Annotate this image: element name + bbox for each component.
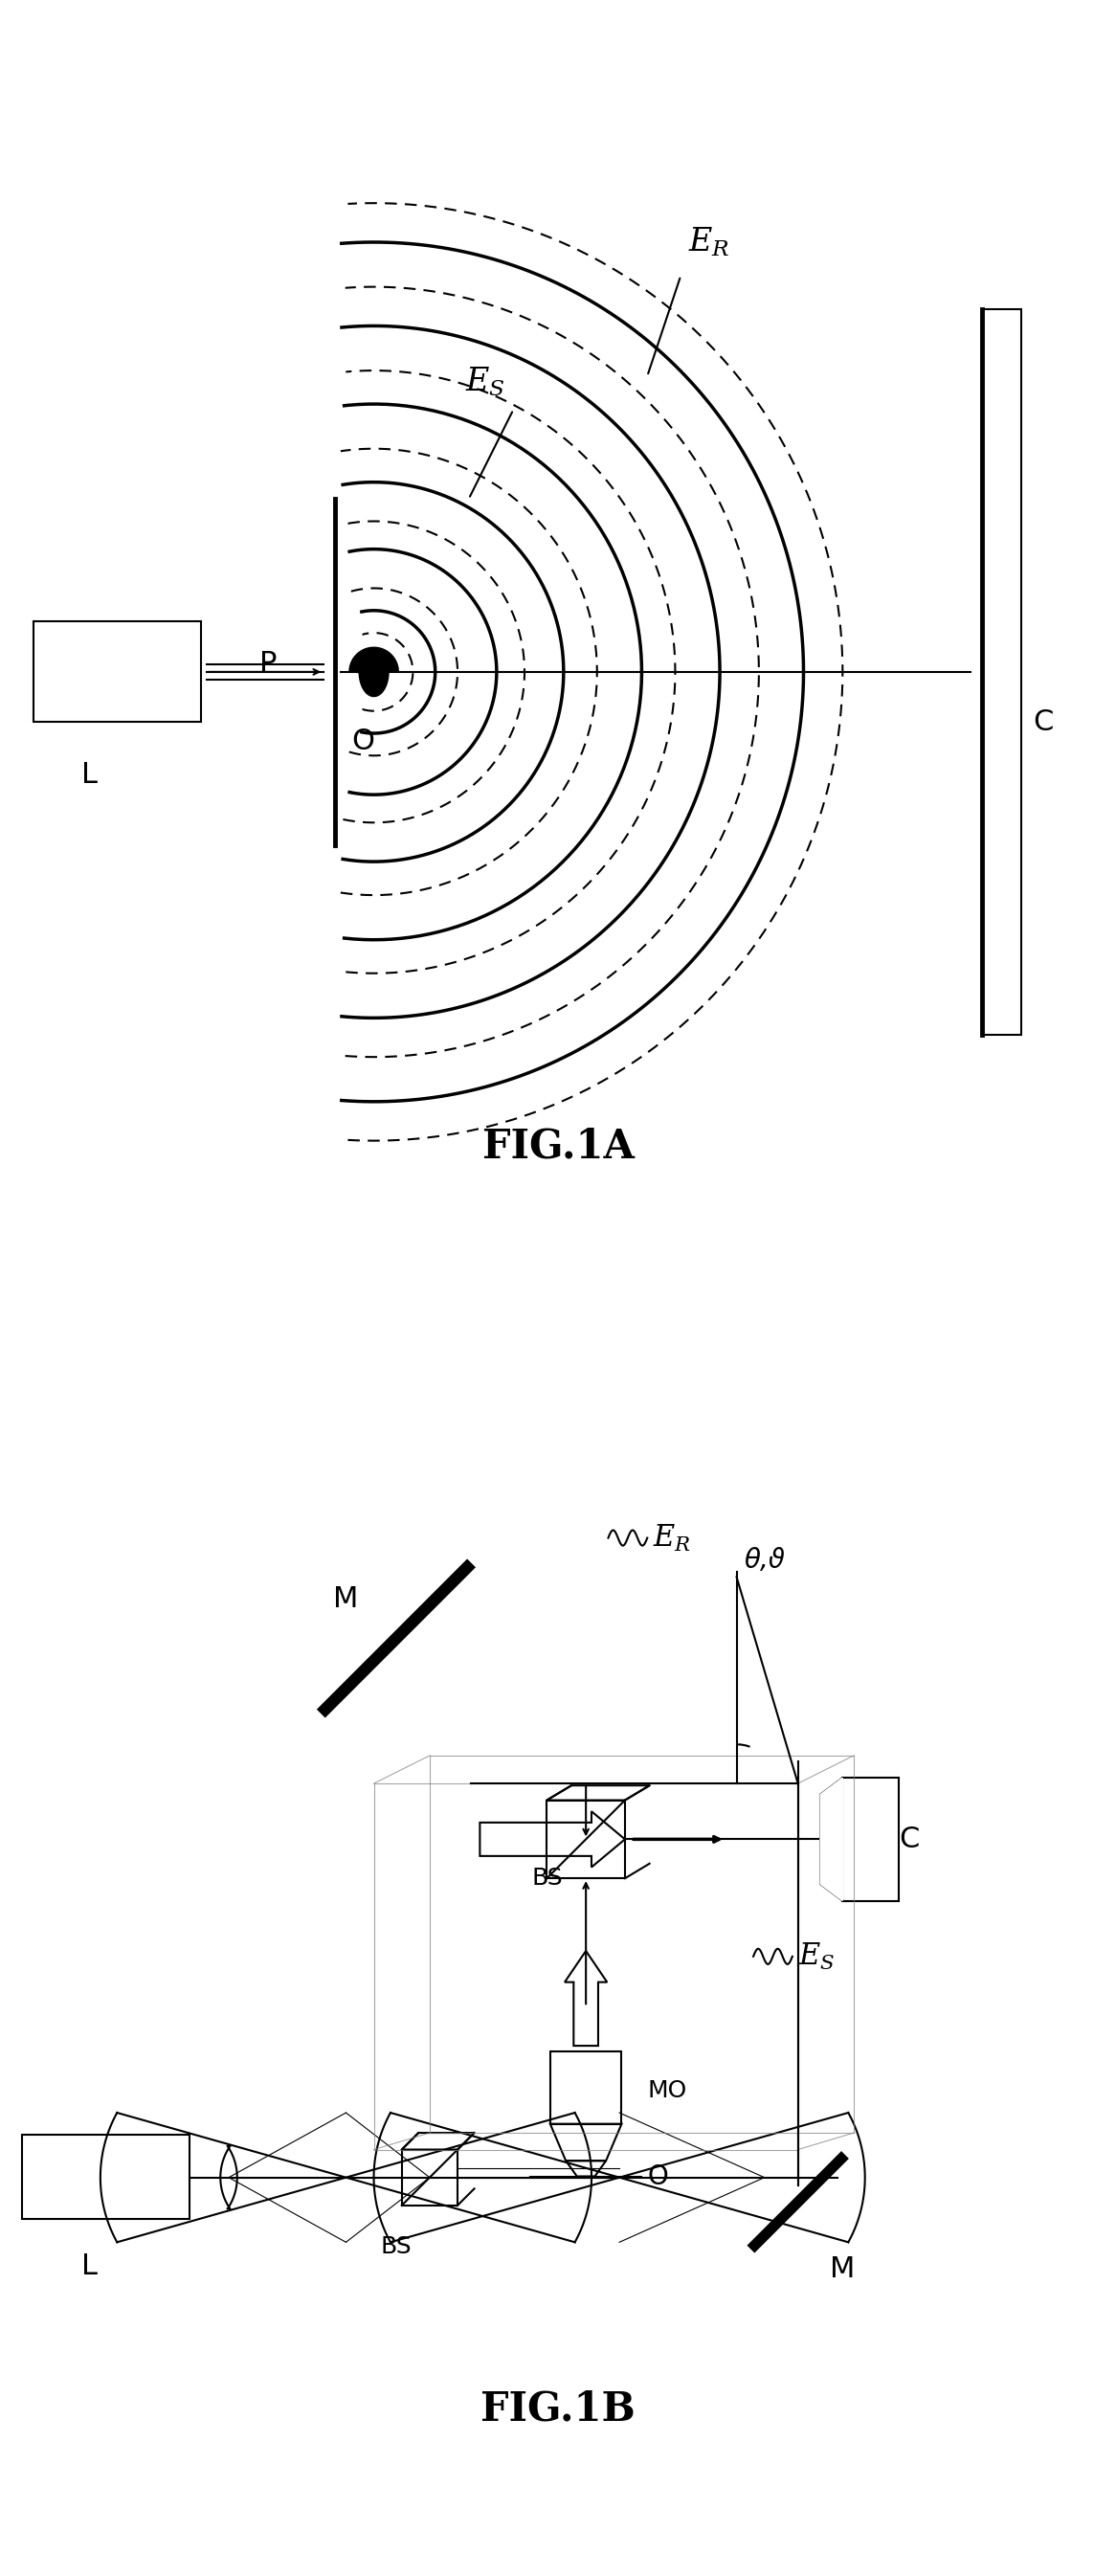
Text: C: C [899,1826,920,1852]
Text: O: O [647,2164,668,2190]
Text: L: L [81,2251,97,2280]
Text: O: O [352,726,374,755]
Text: FIG.1B: FIG.1B [481,2388,635,2429]
Text: C: C [1033,708,1054,737]
Text: $E_R$: $E_R$ [687,227,730,258]
Text: FIG.1A: FIG.1A [482,1126,634,1167]
Text: M: M [334,1584,358,1613]
Bar [22,2136,190,2218]
Text: $E_S$: $E_S$ [465,366,506,399]
Text: BS: BS [531,1868,562,1891]
Bar [843,1777,898,1901]
Polygon shape [820,1777,843,1901]
Bar [33,621,201,721]
Text: $E_S$: $E_S$ [798,1942,835,1971]
Text: P: P [259,649,277,677]
Bar [982,309,1021,1036]
Text: L: L [81,760,97,788]
Text: MO: MO [647,2079,686,2102]
Text: $E_R$: $E_R$ [653,1522,691,1553]
Bar [550,2050,622,2123]
Text: M: M [830,2254,855,2282]
Polygon shape [349,647,398,696]
Text: θ,ϑ: θ,ϑ [744,1546,785,1574]
Text: BS: BS [381,2236,412,2259]
